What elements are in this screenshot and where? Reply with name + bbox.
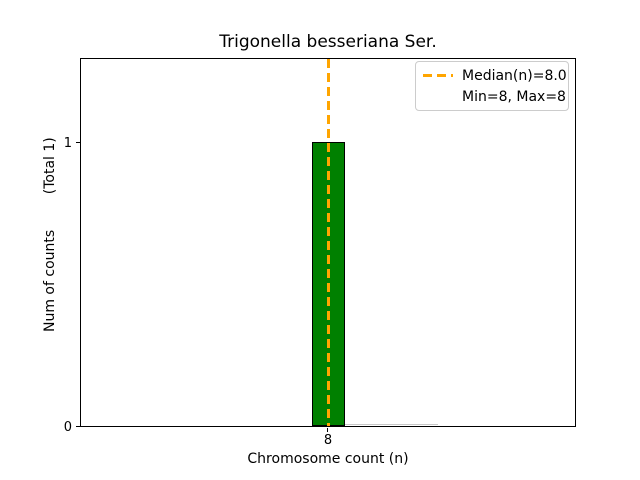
legend-spacer [423,95,453,98]
y-tick-mark-1 [76,142,80,143]
legend-row-minmax: Min=8, Max=8 [423,86,566,107]
chart-title: Trigonella besseriana Ser. [219,32,437,52]
y-tick-label-1: 1 [63,136,72,151]
legend: Median(n)=8.0 Min=8, Max=8 [415,61,569,111]
x-tick-mark-8 [327,428,328,432]
median-line-swatch-icon [423,74,453,77]
y-tick-mark-0 [76,426,80,427]
x-tick-label-8: 8 [323,433,333,448]
y-tick-label-0: 0 [63,420,72,435]
y-axis-label: Num of counts (Total 1) [42,137,58,332]
plot-area [80,58,576,427]
legend-minmax-label: Min=8, Max=8 [462,88,566,105]
x-axis-label: Chromosome count (n) [247,451,409,467]
legend-median-label: Median(n)=8.0 [462,67,567,84]
legend-row-median: Median(n)=8.0 [423,65,567,86]
median-line [327,59,330,426]
zero-count-bins-line [345,424,438,425]
